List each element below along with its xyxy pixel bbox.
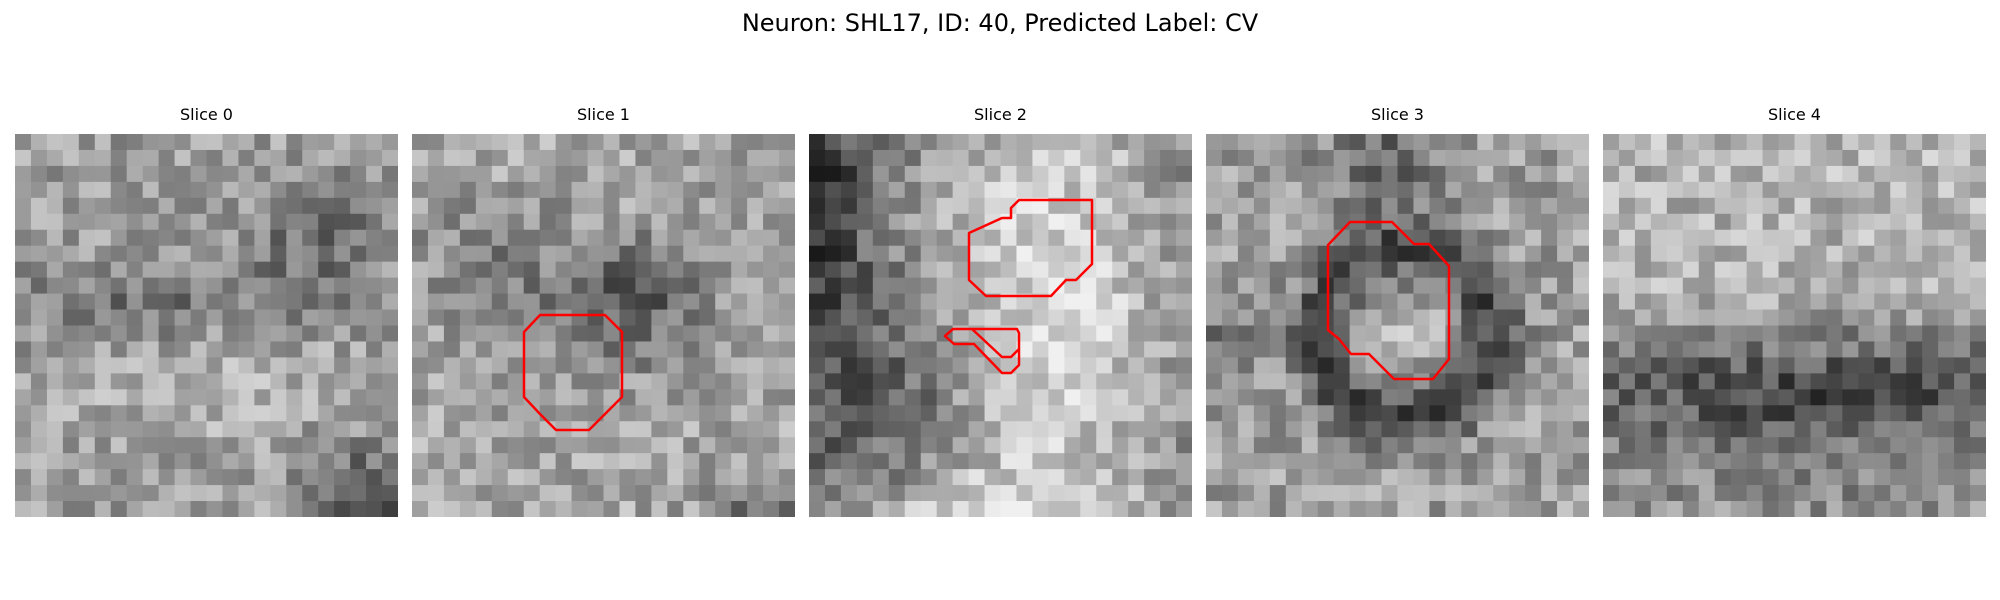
figure-title: Neuron: SHL17, ID: 40, Predicted Label: … [741,9,1259,37]
slice-image-2 [809,134,1192,517]
slice-image-3 [1206,134,1589,517]
pixel-grid [1206,134,1589,517]
roi-contour [967,198,1094,298]
slice-title-4: Slice 4 [1768,105,1821,124]
slice-title-3: Slice 3 [1371,105,1424,124]
slice-title-0: Slice 0 [180,105,233,124]
slice-title-1: Slice 1 [577,105,630,124]
roi-contour [522,313,624,432]
pixel-grid [412,134,795,517]
slice-image-4 [1603,134,1986,517]
slice-image-1 [412,134,795,517]
slice-title-2: Slice 2 [974,105,1027,124]
roi-contour [1326,220,1451,381]
pixel-grid [15,134,398,517]
pixel-grid [1603,134,1986,517]
pixel-grid [809,134,1192,517]
roi-contour [943,327,1021,375]
slice-image-0 [15,134,398,517]
